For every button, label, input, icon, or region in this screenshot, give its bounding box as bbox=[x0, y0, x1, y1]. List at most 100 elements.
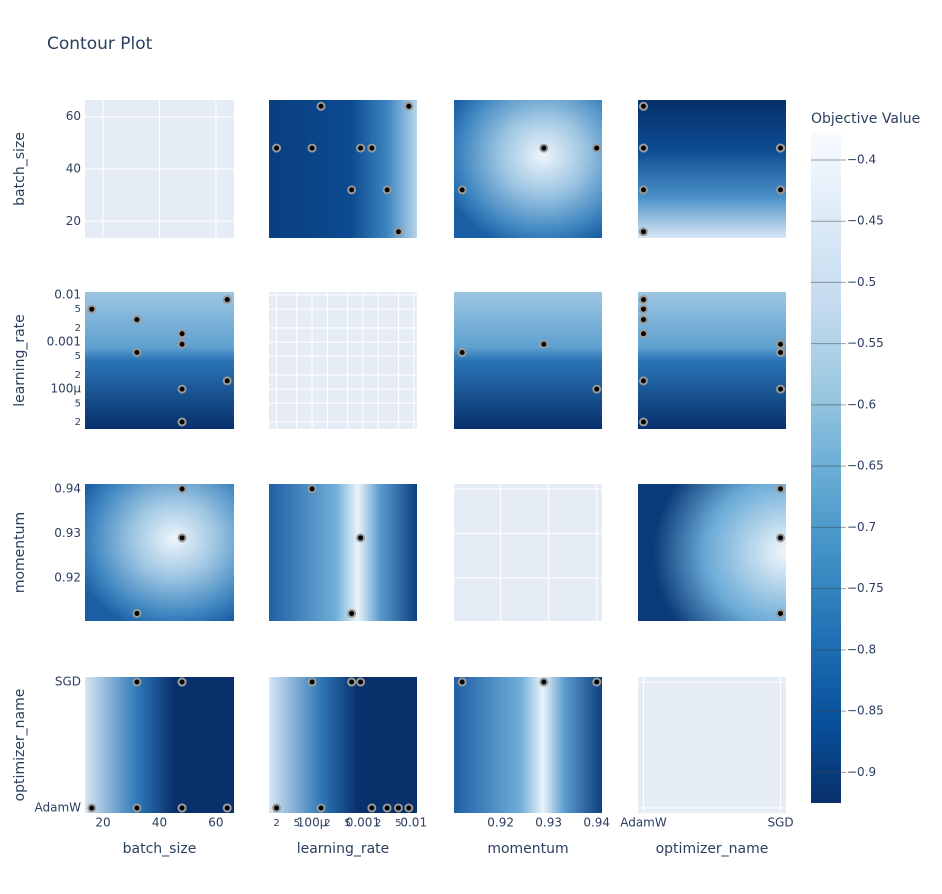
trial-point bbox=[382, 185, 392, 195]
x-tick-label: 60 bbox=[208, 816, 223, 830]
x-tick-label: 40 bbox=[152, 816, 167, 830]
colorbar-tick-label: −0.75 bbox=[847, 581, 884, 595]
contour-fill bbox=[85, 677, 234, 813]
x-tick-label: SGD bbox=[767, 816, 793, 830]
x-tick-label: 0.93 bbox=[535, 816, 562, 830]
contour-fill bbox=[85, 292, 234, 429]
trial-point bbox=[177, 339, 187, 349]
trial-point bbox=[132, 803, 142, 813]
colorbar-tick-label: −0.6 bbox=[847, 397, 876, 411]
trial-point bbox=[776, 608, 786, 618]
trial-point bbox=[539, 339, 549, 349]
colorbar-tick-label: −0.9 bbox=[847, 765, 876, 779]
trial-point bbox=[776, 185, 786, 195]
trial-point bbox=[177, 803, 187, 813]
y-tick-label: 20 bbox=[66, 214, 81, 228]
trial-point bbox=[638, 295, 648, 305]
y-tick-label: 0.92 bbox=[54, 570, 81, 584]
trial-point bbox=[638, 315, 648, 325]
colorbar-tick-label: −0.85 bbox=[847, 704, 884, 718]
trial-point bbox=[177, 677, 187, 687]
trial-point bbox=[457, 348, 467, 358]
trial-point bbox=[307, 484, 317, 494]
x-tick-label: 2 bbox=[324, 818, 330, 829]
contour-fill bbox=[638, 484, 786, 621]
y-tick-label: 0.94 bbox=[54, 481, 81, 495]
trial-point bbox=[356, 143, 366, 153]
trial-point bbox=[457, 677, 467, 687]
contour-fill bbox=[269, 677, 417, 813]
colorbar-tick-label: −0.4 bbox=[847, 152, 876, 166]
trial-point bbox=[222, 376, 232, 386]
x-axis-title: batch_size bbox=[123, 841, 197, 857]
trial-point bbox=[592, 384, 602, 394]
trial-point bbox=[638, 329, 648, 339]
trial-point bbox=[307, 143, 317, 153]
trial-point bbox=[404, 101, 414, 111]
y-tick-label: AdamW bbox=[34, 800, 81, 814]
colorbar-tick-label: −0.65 bbox=[847, 459, 884, 473]
colorbar bbox=[811, 133, 841, 803]
trial-point bbox=[776, 348, 786, 358]
contour-fill bbox=[454, 292, 602, 429]
trial-point bbox=[87, 304, 97, 314]
trial-point bbox=[222, 295, 232, 305]
y-tick-label: 0.01 bbox=[54, 288, 81, 302]
trial-point bbox=[638, 376, 648, 386]
trial-point bbox=[132, 315, 142, 325]
trial-point bbox=[776, 533, 786, 543]
trial-point bbox=[367, 803, 377, 813]
colorbar-tick-label: −0.8 bbox=[847, 642, 876, 656]
trial-point bbox=[177, 329, 187, 339]
trial-point bbox=[638, 304, 648, 314]
trial-point bbox=[177, 484, 187, 494]
trial-point bbox=[404, 803, 414, 813]
x-tick-label: 0.01 bbox=[400, 816, 427, 830]
y-tick-label: 5 bbox=[75, 398, 81, 409]
x-axis-title: optimizer_name bbox=[656, 841, 769, 857]
trial-point bbox=[177, 533, 187, 543]
colorbar-title: Objective Value bbox=[811, 111, 920, 127]
trial-point bbox=[776, 484, 786, 494]
x-axis-title: momentum bbox=[487, 841, 568, 857]
y-tick-label: 2 bbox=[75, 370, 81, 381]
trial-point bbox=[132, 608, 142, 618]
contour-fill bbox=[269, 484, 417, 621]
x-tick-label: 5 bbox=[344, 818, 350, 829]
trial-point bbox=[382, 803, 392, 813]
trial-point bbox=[272, 803, 282, 813]
trial-point bbox=[356, 677, 366, 687]
y-tick-label: 0.001 bbox=[47, 335, 81, 349]
trial-point bbox=[539, 143, 549, 153]
trial-point bbox=[393, 803, 403, 813]
trial-point bbox=[592, 677, 602, 687]
trial-point bbox=[638, 185, 648, 195]
colorbar-tick-label: −0.7 bbox=[847, 520, 876, 534]
y-axis-title: momentum bbox=[12, 512, 28, 593]
x-tick-label: AdamW bbox=[620, 816, 667, 830]
y-tick-label: 0.93 bbox=[54, 526, 81, 540]
x-tick-label: 20 bbox=[95, 816, 110, 830]
y-axis-title: learning_rate bbox=[12, 314, 28, 407]
trial-point bbox=[539, 677, 549, 687]
trial-point bbox=[132, 348, 142, 358]
trial-point bbox=[222, 803, 232, 813]
contour-fill bbox=[85, 484, 234, 621]
panel-background bbox=[638, 677, 786, 813]
x-tick-label: 0.94 bbox=[583, 816, 610, 830]
x-tick-label: 100μ bbox=[297, 816, 328, 830]
contour-fill bbox=[638, 100, 786, 238]
y-axis-title: batch_size bbox=[12, 132, 28, 206]
trial-point bbox=[393, 227, 403, 237]
trial-point bbox=[272, 143, 282, 153]
trial-point bbox=[87, 803, 97, 813]
panel-background bbox=[454, 484, 602, 621]
x-tick-label: 2 bbox=[375, 818, 381, 829]
colorbar-tick-label: −0.55 bbox=[847, 336, 884, 350]
trial-point bbox=[347, 185, 357, 195]
y-tick-label: 5 bbox=[75, 351, 81, 362]
y-tick-label: 60 bbox=[66, 109, 81, 123]
trial-point bbox=[177, 384, 187, 394]
trial-point bbox=[776, 384, 786, 394]
